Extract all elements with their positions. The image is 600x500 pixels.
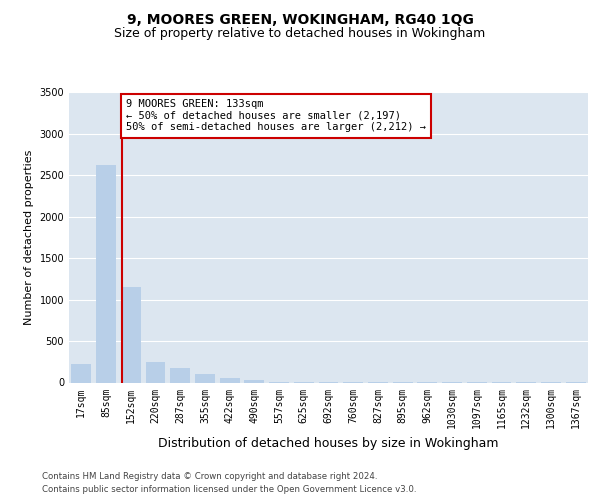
Text: Contains public sector information licensed under the Open Government Licence v3: Contains public sector information licen…	[42, 484, 416, 494]
X-axis label: Distribution of detached houses by size in Wokingham: Distribution of detached houses by size …	[158, 437, 499, 450]
Bar	[195, 374, 215, 382]
Bar	[220, 378, 239, 382]
Text: 9 MOORES GREEN: 133sqm
← 50% of detached houses are smaller (2,197)
50% of semi-: 9 MOORES GREEN: 133sqm ← 50% of detached…	[126, 99, 426, 132]
Text: Contains HM Land Registry data © Crown copyright and database right 2024.: Contains HM Land Registry data © Crown c…	[42, 472, 377, 481]
Bar	[146, 362, 166, 382]
Bar	[121, 287, 140, 382]
Bar	[170, 368, 190, 382]
Text: 9, MOORES GREEN, WOKINGHAM, RG40 1QG: 9, MOORES GREEN, WOKINGHAM, RG40 1QG	[127, 12, 473, 26]
Bar	[71, 364, 91, 382]
Bar	[96, 166, 116, 382]
Text: Size of property relative to detached houses in Wokingham: Size of property relative to detached ho…	[115, 28, 485, 40]
Bar	[244, 380, 264, 382]
Y-axis label: Number of detached properties: Number of detached properties	[24, 150, 34, 325]
